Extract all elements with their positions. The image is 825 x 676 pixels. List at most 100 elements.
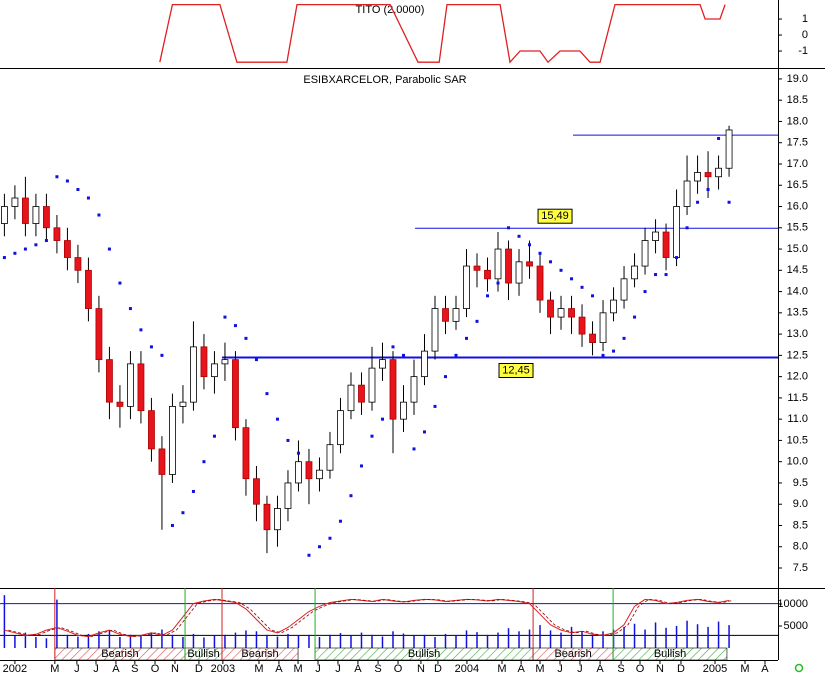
- candle-body: [358, 384, 365, 403]
- signal-label: Bearish: [101, 648, 138, 660]
- sar-dot: [538, 251, 542, 255]
- sar-dot: [139, 328, 143, 332]
- sar-dot: [86, 196, 90, 200]
- sar-dot: [181, 511, 185, 515]
- status-icon: [794, 663, 804, 673]
- sar-dot: [212, 434, 216, 438]
- x-tick-label: 2004: [455, 663, 479, 675]
- y-tick-label: 5000: [784, 620, 808, 632]
- y-tick-label: 12.0: [787, 371, 808, 383]
- y-tick-label: 0: [802, 29, 808, 41]
- sar-dot: [359, 464, 363, 468]
- x-tick-label: J: [315, 663, 321, 675]
- candle-body: [631, 265, 638, 280]
- x-tick-label: 2002: [3, 663, 27, 675]
- sar-dot: [170, 523, 174, 527]
- candle-body: [32, 206, 40, 224]
- sar-dot: [717, 136, 721, 140]
- sar-dot: [433, 404, 437, 408]
- x-tick-label: A: [112, 663, 120, 675]
- candle-body: [95, 308, 103, 361]
- sar-dot: [391, 345, 395, 349]
- candle-body: [347, 384, 355, 412]
- y-tick-label: 13.5: [787, 307, 808, 319]
- x-tick-label: M: [535, 663, 544, 675]
- sar-dot: [422, 430, 426, 434]
- sar-dot: [328, 536, 332, 540]
- sar-dot: [118, 281, 122, 285]
- sar-dot: [76, 188, 80, 192]
- x-tick-label: O: [636, 663, 645, 675]
- sar-dot: [23, 247, 27, 251]
- candle-body: [683, 180, 691, 207]
- sar-dot: [633, 315, 637, 319]
- candle-body: [253, 478, 260, 505]
- chart-title: ESIBXARCELOR, Parabolic SAR: [303, 74, 466, 86]
- signal-label: Bullish: [654, 648, 686, 660]
- candle-body: [127, 363, 134, 407]
- y-tick-label: 16.0: [787, 200, 808, 212]
- candle-body: [368, 367, 376, 403]
- candle-body: [316, 469, 323, 480]
- x-tick-label: J: [557, 663, 563, 675]
- x-tick-label: O: [151, 663, 160, 675]
- sar-dot: [580, 285, 584, 289]
- candle-body: [463, 265, 470, 309]
- y-tick-label: 18.0: [787, 115, 808, 127]
- sar-dot: [727, 200, 731, 204]
- x-tick-label: O: [394, 663, 403, 675]
- sar-dot: [370, 434, 374, 438]
- candle-body: [295, 461, 302, 484]
- x-tick-label: N: [171, 663, 179, 675]
- y-tick-label: 19.0: [787, 73, 808, 85]
- candle-body: [515, 261, 523, 284]
- y-tick-label: 10.5: [787, 434, 808, 446]
- y-tick-label: 14.0: [787, 285, 808, 297]
- x-tick-label: S: [617, 663, 624, 675]
- y-tick-label: 8.0: [793, 541, 808, 553]
- sar-dot: [275, 417, 279, 421]
- sar-dot: [233, 324, 237, 328]
- candle-body: [137, 363, 145, 412]
- candle-body: [620, 278, 628, 301]
- sar-dot: [107, 247, 111, 251]
- sar-dot: [338, 519, 342, 523]
- candle-body: [326, 444, 334, 471]
- sar-dot: [160, 353, 164, 357]
- y-tick-label: -1: [798, 45, 808, 57]
- x-tick-label: M: [293, 663, 302, 675]
- level-label-box: [537, 208, 573, 224]
- sar-dot: [559, 268, 563, 272]
- candle-body: [442, 308, 449, 322]
- y-tick-label: 18.5: [787, 94, 808, 106]
- sar-dot: [380, 417, 384, 421]
- candle-body: [232, 359, 239, 429]
- sar-dot: [191, 489, 195, 493]
- y-tick-label: 17.5: [787, 137, 808, 149]
- y-tick-label: 13.0: [787, 328, 808, 340]
- sar-dot: [475, 319, 479, 323]
- sar-dot: [13, 251, 17, 255]
- sar-dot: [496, 281, 500, 285]
- sar-dot: [517, 234, 521, 238]
- sar-dot: [444, 375, 448, 379]
- candle-body: [389, 359, 397, 420]
- candle-body: [704, 172, 712, 178]
- signal-label: Bearish: [554, 648, 591, 660]
- signal-label: Bullish: [408, 648, 440, 660]
- candle-body: [158, 448, 166, 475]
- candle-body: [190, 346, 197, 403]
- candle-body: [662, 231, 670, 258]
- sar-dot: [286, 438, 290, 442]
- y-tick-label: 15.5: [787, 222, 808, 234]
- sar-dot: [149, 345, 153, 349]
- sar-dot: [65, 179, 69, 183]
- candle-body: [400, 401, 407, 420]
- plot-layer: -1 0 1 TITO (2,0000) 7.5 8.0 8.5 9.0 9.5 10.0 10.5…: [0, 4, 808, 675]
- sar-dot: [317, 545, 321, 549]
- x-tick-label: J: [93, 663, 99, 675]
- candle-body: [22, 197, 29, 224]
- x-tick-label: J: [335, 663, 341, 675]
- candle-body: [106, 359, 113, 403]
- sar-dot: [549, 260, 553, 264]
